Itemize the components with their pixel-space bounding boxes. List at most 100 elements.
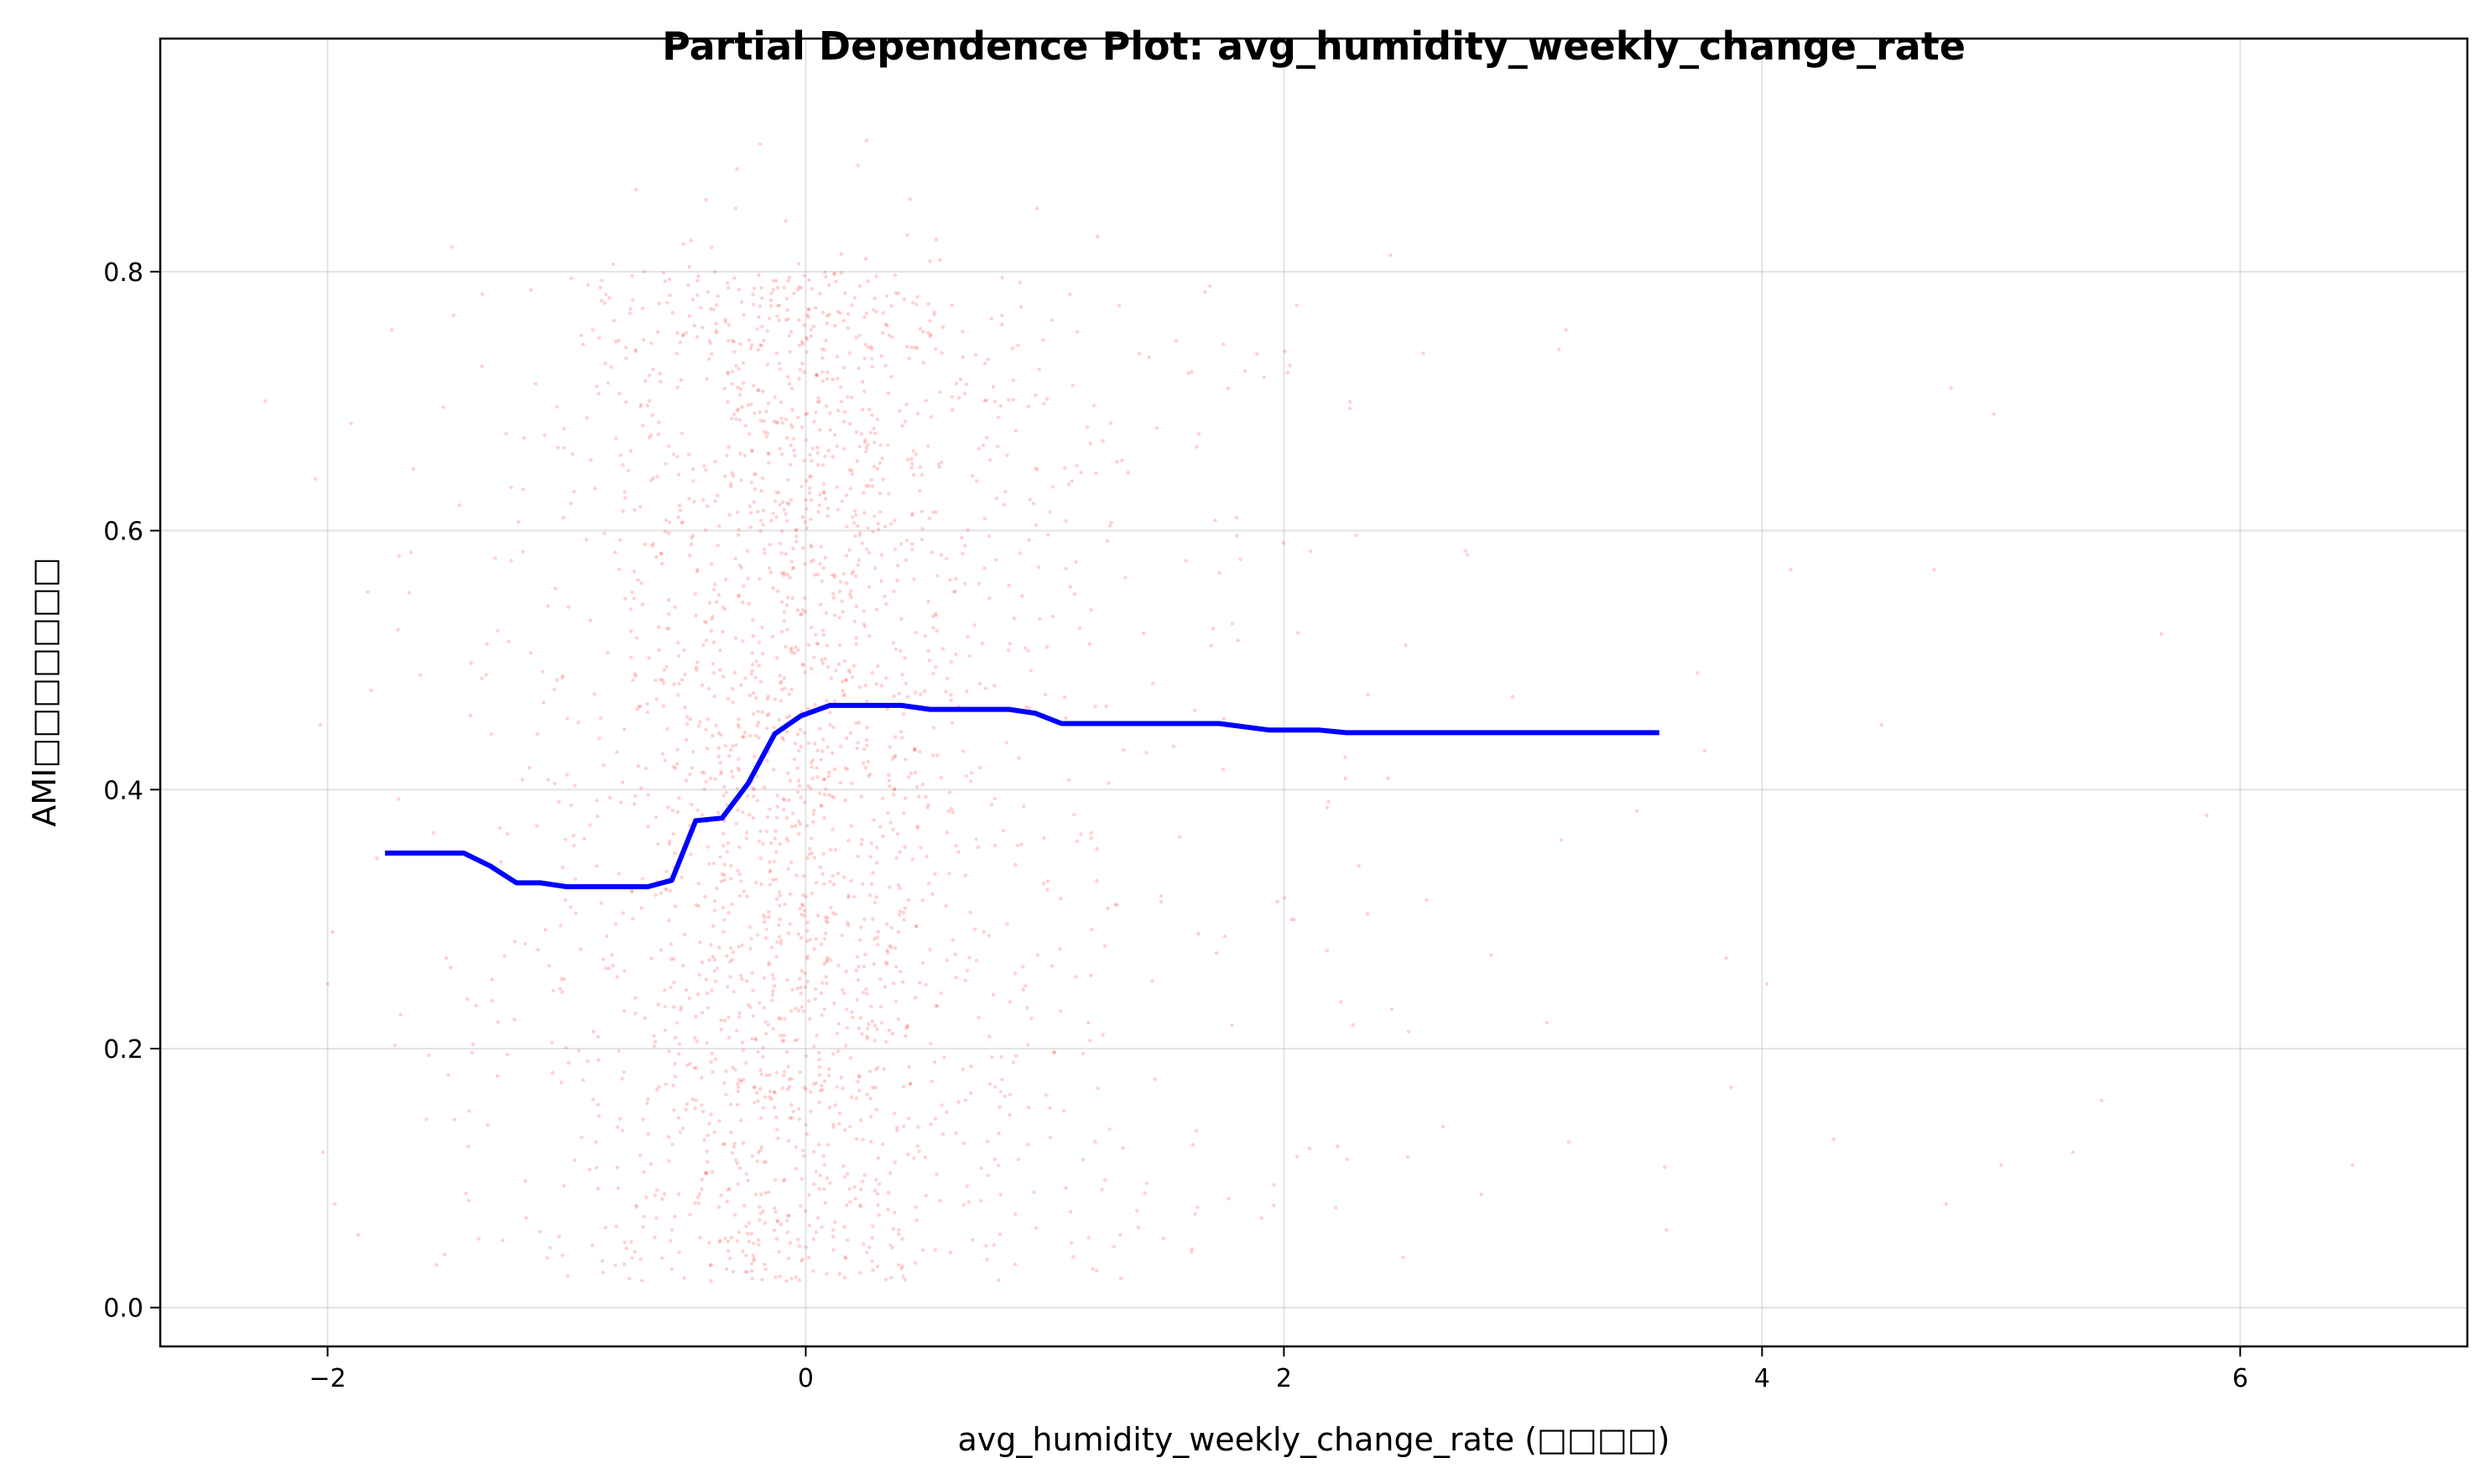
- scatter-point: [804, 336, 809, 340]
- scatter-point: [690, 534, 695, 538]
- scatter-point: [956, 850, 961, 854]
- scatter-point: [1238, 557, 1242, 561]
- scatter-point: [826, 370, 830, 374]
- scatter-point: [982, 398, 987, 403]
- scatter-point: [802, 1086, 807, 1090]
- scatter-point: [505, 1052, 509, 1057]
- scatter-point: [630, 1256, 634, 1260]
- scatter-point: [560, 1253, 565, 1257]
- scatter-point: [909, 1081, 913, 1086]
- scatter-point: [704, 1171, 708, 1175]
- scatter-point: [787, 382, 792, 386]
- scatter-point: [963, 1098, 968, 1102]
- scatter-point: [702, 464, 706, 468]
- scatter-point: [2205, 813, 2209, 818]
- scatter-point: [570, 452, 575, 456]
- scatter-point: [548, 1246, 552, 1250]
- scatter-point: [965, 1184, 969, 1189]
- scatter-point: [1026, 1143, 1030, 1147]
- scatter-point: [886, 1207, 890, 1212]
- scatter-point: [708, 1263, 712, 1268]
- scatter-point: [1005, 922, 1009, 926]
- scatter-point: [596, 1034, 601, 1039]
- scatter-point: [566, 605, 570, 609]
- scatter-point: [743, 1269, 748, 1274]
- scatter-point: [983, 362, 987, 366]
- scatter-point: [978, 765, 982, 770]
- scatter-point: [709, 1060, 713, 1065]
- scatter-point: [864, 699, 869, 704]
- scatter-point: [613, 1263, 617, 1268]
- scatter-point: [820, 658, 824, 662]
- scatter-point: [689, 238, 694, 242]
- scatter-point: [780, 500, 785, 504]
- scatter-point: [899, 969, 903, 974]
- scatter-point: [737, 418, 742, 422]
- scatter-point: [1015, 843, 1020, 847]
- scatter-point: [1061, 1109, 1066, 1113]
- scatter-point: [749, 480, 753, 485]
- scatter-point: [784, 815, 789, 820]
- scatter-point: [822, 792, 826, 797]
- scatter-point: [872, 818, 877, 822]
- scatter-point: [854, 1137, 859, 1141]
- scatter-point: [595, 799, 599, 803]
- scatter-point: [782, 610, 786, 614]
- scatter-point: [802, 370, 806, 374]
- scatter-point: [864, 738, 869, 742]
- scatter-point: [596, 1186, 601, 1191]
- scatter-point: [660, 752, 664, 756]
- scatter-point: [546, 604, 550, 608]
- scatter-point: [1095, 1268, 1099, 1273]
- scatter-point: [1011, 398, 1016, 402]
- scatter-point: [771, 279, 775, 283]
- scatter-point: [823, 656, 827, 661]
- scatter-point: [682, 1276, 686, 1280]
- scatter-point: [763, 1263, 767, 1267]
- scatter-point: [809, 836, 814, 841]
- scatter-point: [1405, 1154, 1410, 1159]
- scatter-point: [879, 1021, 884, 1025]
- scatter-point: [706, 1006, 710, 1010]
- scatter-point: [900, 980, 905, 984]
- scatter-point: [901, 1085, 906, 1089]
- scatter-point: [753, 675, 758, 680]
- scatter-point: [768, 1089, 773, 1094]
- scatter-point: [1949, 386, 1953, 390]
- scatter-point: [873, 1086, 878, 1090]
- scatter-point: [687, 264, 691, 269]
- scatter-point: [930, 1079, 935, 1084]
- scatter-point: [1068, 292, 1072, 296]
- scatter-point: [742, 1204, 747, 1208]
- scatter-point: [713, 269, 717, 274]
- scatter-point: [896, 883, 901, 888]
- scatter-point: [763, 1020, 768, 1024]
- scatter-point: [714, 331, 719, 335]
- scatter-point: [949, 698, 954, 703]
- scatter-point: [728, 484, 733, 488]
- scatter-point: [707, 338, 711, 343]
- scatter-point: [642, 1169, 647, 1174]
- scatter-point: [572, 843, 576, 848]
- scatter-point: [1285, 370, 1290, 375]
- scatter-point: [886, 1190, 891, 1195]
- scatter-point: [902, 297, 907, 301]
- scatter-point: [805, 507, 809, 511]
- scatter-point: [827, 312, 831, 317]
- scatter-point: [852, 521, 857, 525]
- scatter-point: [744, 1172, 748, 1176]
- scatter-point: [673, 1075, 678, 1079]
- scatter-point: [725, 453, 729, 458]
- scatter-point: [332, 1202, 337, 1206]
- scatter-point: [760, 652, 765, 656]
- scatter-point: [621, 911, 625, 915]
- scatter-point: [893, 999, 899, 1004]
- scatter-point: [724, 1267, 729, 1272]
- scatter-point: [934, 237, 939, 242]
- scatter-point: [711, 615, 715, 619]
- scatter-point: [774, 490, 779, 495]
- scatter-point: [856, 164, 860, 168]
- scatter-point: [811, 1268, 815, 1273]
- scatter-point: [1634, 809, 1639, 813]
- scatter-point: [818, 492, 822, 497]
